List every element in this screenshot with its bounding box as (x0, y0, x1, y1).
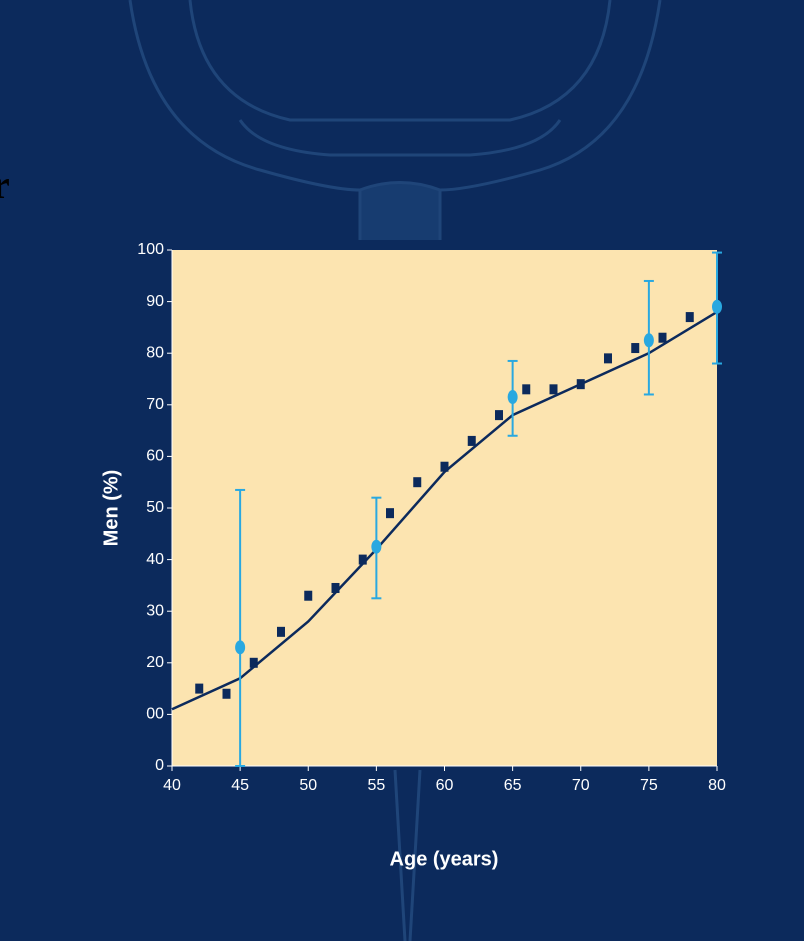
y-tick-label: 40 (146, 551, 164, 568)
square-point (522, 384, 530, 394)
x-tick-label: 45 (231, 777, 249, 794)
y-tick-label: 50 (146, 499, 164, 516)
square-point (550, 384, 558, 394)
circle-point (644, 333, 654, 347)
x-tick-label: 80 (708, 777, 726, 794)
y-tick-label: 60 (146, 448, 164, 465)
y-tick-label: 90 (146, 293, 164, 310)
fragment-text: r (0, 162, 10, 207)
y-tick-label: 100 (137, 241, 164, 258)
square-point (468, 436, 476, 446)
slide: r Age (years) Men (%) 000203040506070809… (0, 0, 804, 941)
square-point (277, 627, 285, 637)
y-tick-label: 00 (146, 706, 164, 723)
circle-point (235, 640, 245, 654)
square-point (386, 508, 394, 518)
square-point (631, 343, 639, 353)
square-point (577, 379, 585, 389)
x-tick-label: 70 (572, 777, 590, 794)
square-point (250, 658, 258, 668)
square-point (604, 353, 612, 363)
square-point (223, 689, 231, 699)
circle-point (508, 390, 518, 404)
x-tick-label: 50 (299, 777, 317, 794)
y-tick-label: 20 (146, 654, 164, 671)
y-tick-label: 70 (146, 396, 164, 413)
square-point (332, 583, 340, 593)
x-axis-title: Age (years) (390, 848, 499, 870)
x-tick-label: 55 (367, 777, 385, 794)
square-point (441, 462, 449, 472)
y-tick-label: 30 (146, 602, 164, 619)
square-point (195, 684, 203, 694)
circle-point (712, 300, 722, 314)
plot-area (172, 250, 717, 766)
x-tick-label: 60 (436, 777, 454, 794)
square-point (686, 312, 694, 322)
square-point (359, 555, 367, 565)
y-axis-title: Men (%) (100, 470, 122, 547)
square-point (413, 477, 421, 487)
square-point (304, 591, 312, 601)
circle-point (371, 540, 381, 554)
square-point (495, 410, 503, 420)
y-tick-label: 0 (155, 757, 164, 774)
x-tick-label: 75 (640, 777, 658, 794)
square-point (659, 333, 667, 343)
x-tick-label: 65 (504, 777, 522, 794)
x-tick-label: 40 (163, 777, 181, 794)
y-tick-label: 80 (146, 344, 164, 361)
